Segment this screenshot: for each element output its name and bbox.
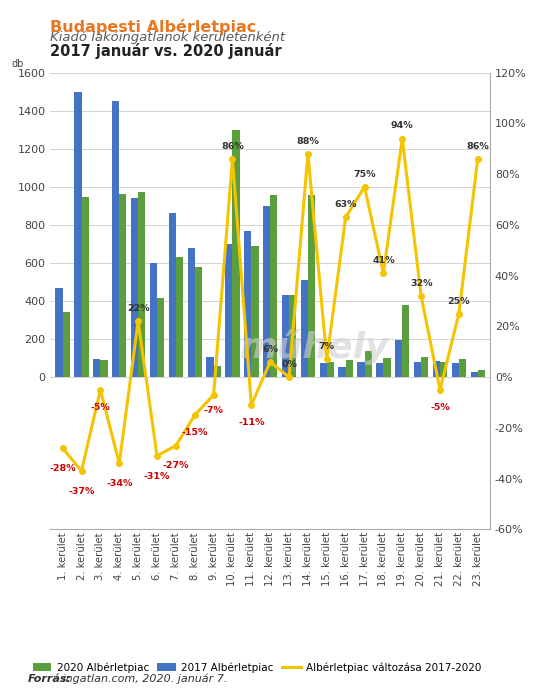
Bar <box>169 213 176 377</box>
Legend: 2020 Albérletpiac, 2017 Albérletpiac, Albérletpiac változása 2017-2020: 2020 Albérletpiac, 2017 Albérletpiac, Al… <box>29 658 486 677</box>
Bar <box>188 248 195 377</box>
Text: Budapesti Albérletpiac: Budapesti Albérletpiac <box>50 19 256 35</box>
Text: 22%: 22% <box>127 304 150 313</box>
Text: 86%: 86% <box>466 142 489 151</box>
Bar <box>470 372 478 377</box>
Text: 88%: 88% <box>296 136 319 146</box>
Bar <box>459 359 466 377</box>
Bar <box>270 195 277 377</box>
Bar <box>338 367 346 377</box>
Bar <box>395 340 402 377</box>
Bar <box>82 197 88 377</box>
Bar <box>55 288 63 377</box>
Bar <box>225 244 232 377</box>
Text: -7%: -7% <box>204 406 223 415</box>
Bar <box>384 358 390 377</box>
Text: db: db <box>12 59 24 69</box>
Bar <box>263 206 270 377</box>
Text: 25%: 25% <box>447 296 470 306</box>
Text: 7%: 7% <box>319 342 335 352</box>
Text: 94%: 94% <box>391 121 414 131</box>
Text: 63%: 63% <box>334 200 357 209</box>
Bar <box>157 298 164 377</box>
Bar <box>421 357 428 377</box>
Bar <box>131 198 138 377</box>
Bar <box>150 263 157 377</box>
Bar <box>93 359 100 377</box>
Bar <box>100 360 108 377</box>
Text: Forrás:: Forrás: <box>28 674 72 684</box>
Text: -28%: -28% <box>49 464 76 473</box>
Bar <box>357 363 365 377</box>
Bar <box>282 295 289 377</box>
Text: 86%: 86% <box>221 142 244 151</box>
Bar <box>433 361 440 377</box>
Bar <box>289 295 296 377</box>
Bar <box>232 130 240 377</box>
Text: 6%: 6% <box>262 345 278 354</box>
Bar <box>195 266 202 377</box>
Text: Kiadó lakóingatlanok kerületenként: Kiadó lakóingatlanok kerületenként <box>50 31 286 44</box>
Bar <box>452 363 459 377</box>
Bar <box>376 363 384 377</box>
Text: -31%: -31% <box>144 471 170 481</box>
Text: 32%: 32% <box>410 279 432 288</box>
Text: 75%: 75% <box>353 170 376 179</box>
Bar <box>301 280 308 377</box>
Bar <box>213 365 221 377</box>
Text: -27%: -27% <box>162 462 189 471</box>
Bar <box>365 352 372 377</box>
Bar <box>207 357 213 377</box>
Bar <box>478 370 485 377</box>
Text: -5%: -5% <box>430 403 450 412</box>
Text: műhely: műhely <box>240 329 389 365</box>
Bar <box>320 363 327 377</box>
Bar <box>414 362 421 377</box>
Bar <box>251 246 259 377</box>
Bar <box>176 257 183 377</box>
Bar <box>327 362 334 377</box>
Text: -15%: -15% <box>181 428 208 437</box>
Bar <box>119 194 127 377</box>
Text: 2017 január vs. 2020 január: 2017 január vs. 2020 január <box>50 43 282 59</box>
Bar <box>346 360 353 377</box>
Bar <box>244 230 251 377</box>
Text: -37%: -37% <box>68 486 95 496</box>
Bar <box>440 362 447 377</box>
Bar <box>74 91 82 377</box>
Bar <box>402 305 409 377</box>
Text: -11%: -11% <box>238 418 264 428</box>
Bar <box>112 101 119 377</box>
Text: -34%: -34% <box>106 479 133 489</box>
Bar <box>138 192 145 377</box>
Bar <box>308 195 315 377</box>
Text: ingatlan.com, 2020. január 7.: ingatlan.com, 2020. január 7. <box>59 673 227 684</box>
Text: -5%: -5% <box>91 403 110 412</box>
Bar <box>63 313 70 377</box>
Text: 41%: 41% <box>372 256 395 265</box>
Text: 0%: 0% <box>281 360 297 369</box>
